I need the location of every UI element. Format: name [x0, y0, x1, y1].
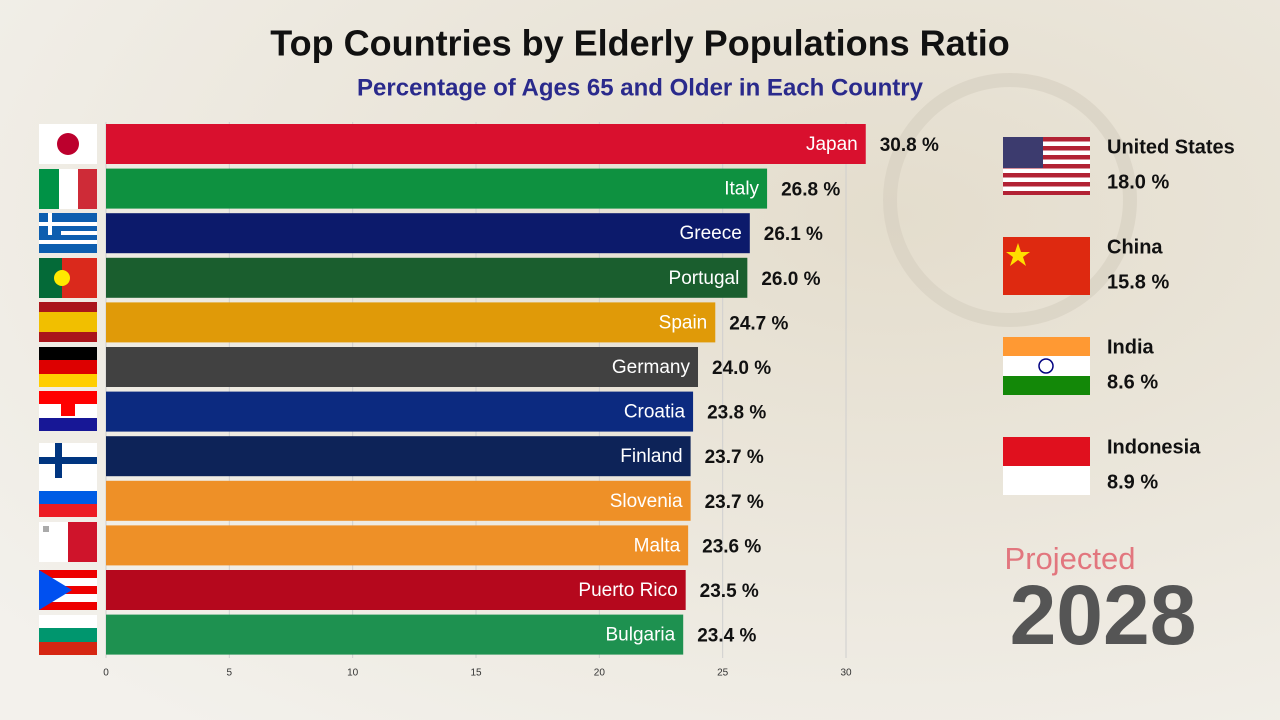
- value-label: 26.1 %: [764, 224, 823, 245]
- value-label: 26.0 %: [761, 269, 820, 290]
- value-label: 24.0 %: [712, 358, 771, 379]
- x-tick-label: 10: [347, 668, 359, 679]
- bar: [106, 614, 684, 655]
- bar: [106, 570, 686, 610]
- grid: 0 5 10 15 20 25 30: [103, 122, 852, 679]
- bar: [106, 525, 689, 566]
- highlight-value: 8.9 %: [1107, 471, 1158, 493]
- bar: [106, 168, 768, 209]
- year: 2028: [1010, 568, 1197, 662]
- x-tick-label: 0: [103, 668, 109, 679]
- highlight-name: Indonesia: [1107, 436, 1201, 458]
- value-label: 30.8 %: [880, 135, 939, 156]
- side-flags: [1003, 137, 1090, 495]
- highlight-name: United States: [1107, 136, 1235, 158]
- bar-label: Finland: [620, 446, 682, 467]
- bar-label: Bulgaria: [605, 625, 675, 646]
- bar-label: Malta: [634, 535, 681, 556]
- value-label: 23.4 %: [697, 626, 756, 647]
- value-label: 26.8 %: [781, 180, 840, 201]
- bar: [106, 391, 694, 432]
- chart-subtitle: Percentage of Ages 65 and Older in Each …: [357, 74, 924, 101]
- bar-label: Slovenia: [610, 491, 683, 512]
- value-label: 23.7 %: [705, 492, 764, 513]
- bar-label: Portugal: [669, 268, 740, 289]
- x-tick-label: 5: [227, 668, 233, 679]
- value-label: 23.8 %: [707, 403, 766, 424]
- bar: [106, 124, 866, 164]
- highlights: United States 18.0 % China 15.8 % India 8.6 %…: [1107, 136, 1235, 493]
- value-label: 23.5 %: [700, 581, 759, 602]
- value-label: 24.7 %: [729, 313, 788, 334]
- bar: [106, 302, 716, 343]
- highlight-name: India: [1107, 336, 1155, 358]
- bar-label: Germany: [612, 357, 691, 378]
- projection-label: Projected: [1005, 541, 1136, 576]
- bar-label: Japan: [806, 134, 858, 155]
- chart-title: Top Countries by Elderly Populations Rat…: [270, 23, 1009, 64]
- value-label: 23.7 %: [705, 447, 764, 468]
- highlight-value: 8.6 %: [1107, 371, 1158, 393]
- bar: [106, 257, 748, 298]
- bars: Japan 30.8 % Italy 26.8 % Greece 26.1 % Portug…: [106, 124, 939, 655]
- bar-label: Greece: [679, 223, 741, 244]
- highlight-name: China: [1107, 236, 1163, 258]
- decor: [883, 73, 1137, 327]
- highlight-value: 15.8 %: [1107, 271, 1169, 293]
- bar: [106, 436, 691, 477]
- flags: [39, 124, 97, 655]
- x-tick-label: 20: [594, 668, 606, 679]
- highlight-value: 18.0 %: [1107, 171, 1169, 193]
- value-label: 23.6 %: [702, 536, 761, 557]
- bar: [106, 347, 699, 387]
- bar: [106, 213, 750, 254]
- bar-label: Spain: [659, 312, 708, 333]
- bar-label: Croatia: [624, 402, 686, 423]
- bar-label: Puerto Rico: [578, 580, 677, 601]
- x-tick-label: 15: [470, 668, 482, 679]
- bar: [106, 480, 691, 521]
- x-tick-label: 30: [840, 668, 852, 679]
- x-tick-label: 25: [717, 668, 729, 679]
- bar-label: Italy: [724, 179, 759, 200]
